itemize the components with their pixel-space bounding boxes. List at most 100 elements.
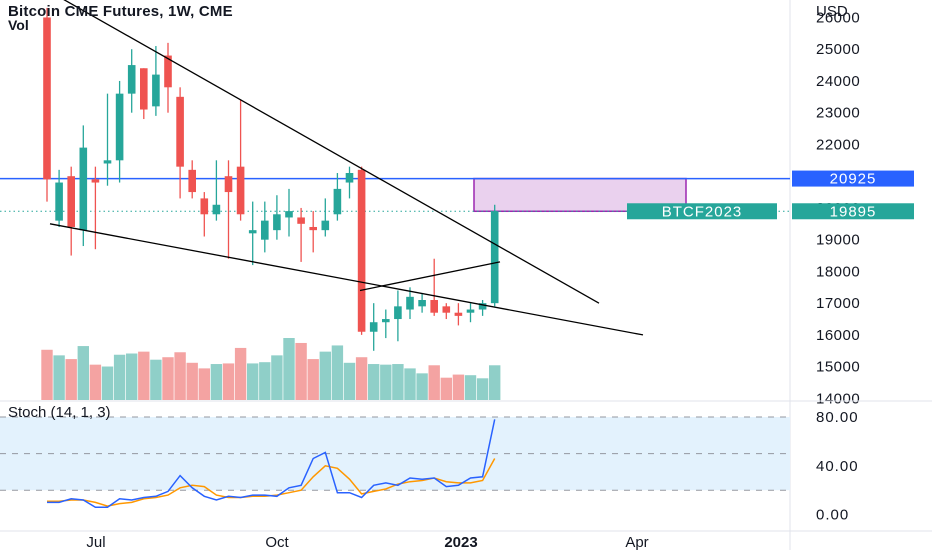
candle-body	[248, 230, 257, 234]
candle-body	[345, 173, 354, 183]
price-tick-label: 25000	[816, 41, 860, 58]
volume-bar	[186, 362, 198, 400]
candle	[248, 201, 257, 266]
candle-body	[406, 296, 414, 310]
candle-body	[188, 169, 196, 193]
current-price-tag-label: 19895	[830, 203, 877, 220]
candle-body	[140, 68, 148, 110]
candle-body	[79, 147, 88, 231]
candle-body	[309, 226, 317, 231]
volume-bar	[247, 363, 259, 400]
candle-body	[236, 166, 245, 215]
candle	[442, 303, 451, 320]
candle-body	[91, 179, 100, 183]
volume-bar	[452, 374, 465, 400]
candle-body	[369, 322, 378, 332]
candle	[55, 169, 63, 227]
trendline-layer	[17, 0, 644, 336]
stoch-k-line	[47, 419, 496, 509]
candle-body	[55, 182, 63, 221]
candle-body	[103, 160, 112, 164]
candle	[418, 293, 426, 313]
candle	[79, 125, 88, 247]
candle-body	[442, 306, 451, 313]
price-level-tag	[792, 170, 914, 187]
volume-bar	[380, 364, 392, 400]
candle-body	[273, 214, 281, 231]
candle-body	[430, 300, 438, 313]
stoch-tick-label: 0.00	[816, 507, 849, 524]
candle	[430, 258, 438, 316]
candle	[321, 198, 330, 237]
stochastic-title: Stoch (14, 1, 3)	[8, 404, 111, 421]
price-tick-label: 19000	[816, 232, 860, 249]
candle-body	[152, 74, 160, 107]
volume-bar	[416, 373, 428, 400]
volume-bar	[355, 357, 368, 400]
candle-body	[297, 217, 305, 224]
volume-bar	[392, 364, 404, 400]
candle-body	[127, 65, 136, 94]
price-level-tag-label: 20925	[830, 171, 877, 188]
candle-body	[490, 211, 499, 304]
candle-layer	[43, 7, 499, 351]
candle	[333, 173, 342, 221]
candle	[454, 303, 463, 326]
candle-body	[164, 55, 172, 88]
volume-bar	[368, 364, 380, 400]
symbol-tag	[627, 203, 777, 220]
volume-bar	[210, 364, 223, 400]
current-price-tag	[792, 203, 914, 220]
trendline-upper-descending[interactable]	[17, 0, 600, 304]
volume-bar	[331, 345, 344, 400]
price-tick-label: 14000	[816, 390, 860, 407]
time-tick-label: Jul	[86, 534, 105, 550]
candle	[490, 204, 499, 307]
candle	[212, 160, 221, 221]
volume-bar	[283, 338, 295, 400]
candle	[236, 100, 245, 221]
trendline-lower-descending[interactable]	[49, 223, 644, 336]
candle-body	[176, 96, 184, 167]
candle	[285, 188, 293, 237]
price-tick-label: 23000	[816, 105, 860, 122]
volume-bar	[198, 368, 210, 400]
volume-bar	[138, 351, 150, 400]
candle	[188, 160, 196, 199]
candle	[164, 42, 172, 113]
currency-label: USD	[816, 3, 848, 20]
candle	[478, 300, 487, 316]
time-tick-label: 2023	[444, 534, 477, 550]
volume-bar	[489, 365, 501, 400]
symbol-tag-label: BTCF2023	[662, 203, 743, 220]
volume-bar	[271, 355, 283, 400]
candle-body	[357, 169, 366, 332]
volume-bar	[174, 352, 186, 400]
stoch-tick-label: 40.00	[816, 458, 859, 475]
volume-bar	[343, 362, 356, 400]
candle	[369, 303, 378, 351]
price-tick-label: 16000	[816, 327, 860, 344]
price-axis-background	[790, 0, 932, 550]
price-tick-label: 18000	[816, 263, 860, 280]
price-tick-label: 24000	[816, 73, 860, 90]
candle-body	[67, 176, 75, 227]
candle	[91, 166, 100, 250]
price-tick-label: 26000	[816, 9, 860, 26]
candle	[43, 7, 51, 202]
candle-body	[321, 220, 330, 231]
volume-bar	[295, 342, 307, 400]
trendline-short-rising[interactable]	[359, 261, 501, 292]
candle	[176, 87, 184, 199]
candle	[103, 93, 112, 186]
candle-body	[454, 312, 463, 316]
volume-label: Vol	[8, 17, 29, 33]
chart-title: Bitcoin CME Futures, 1W, CME	[8, 3, 233, 20]
volume-bar	[162, 357, 174, 400]
candle-body	[285, 211, 293, 218]
volume-bar	[150, 359, 162, 400]
volume-bar	[404, 368, 416, 400]
volume-bar	[464, 375, 477, 400]
candle-body	[212, 204, 221, 215]
volume-bar	[113, 354, 126, 400]
